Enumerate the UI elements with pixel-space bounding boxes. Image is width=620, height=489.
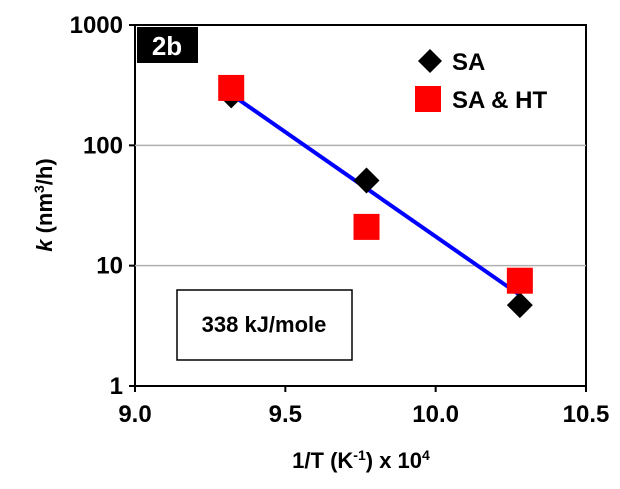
x-tick-label: 9.5 — [269, 401, 302, 428]
x-tick-label: 9.0 — [118, 401, 151, 428]
y-tick-labels: 1 10 100 1000 — [70, 12, 123, 400]
panel-label: 2b — [152, 31, 182, 61]
sa-ht-point — [218, 74, 245, 101]
annotation-box — [176, 289, 353, 361]
legend-diamond-marker — [418, 49, 442, 73]
fit-line — [230, 92, 521, 297]
data-markers — [218, 74, 533, 319]
y-tick-label: 1 — [110, 373, 123, 400]
y-tick-label: 1000 — [70, 12, 123, 39]
y-axis-label: k (nm3/h) — [31, 158, 57, 251]
legend-label-sa-ht: SA & HT — [452, 87, 547, 114]
x-tick-labels: 9.0 9.5 10.0 10.5 — [118, 401, 609, 428]
fit-line-layer — [230, 92, 521, 297]
x-tick-label: 10.5 — [563, 401, 610, 428]
annotation-text: 338 kJ/mole — [202, 312, 327, 337]
legend-square-marker — [415, 86, 441, 112]
grid — [129, 24, 587, 392]
panel-label-box — [137, 27, 198, 63]
sa-ht-point — [506, 267, 533, 294]
legend: SA SA & HT — [415, 49, 547, 114]
x-axis-label: 1/T (K-1) x 104 — [292, 447, 430, 473]
sa-ht-point — [353, 213, 380, 240]
y-tick-label: 100 — [83, 132, 123, 159]
sa-point — [353, 167, 380, 194]
y-tick-label: 10 — [96, 253, 123, 280]
sa-point — [506, 292, 533, 319]
x-tick-label: 10.0 — [412, 401, 459, 428]
legend-label-sa: SA — [452, 49, 485, 76]
